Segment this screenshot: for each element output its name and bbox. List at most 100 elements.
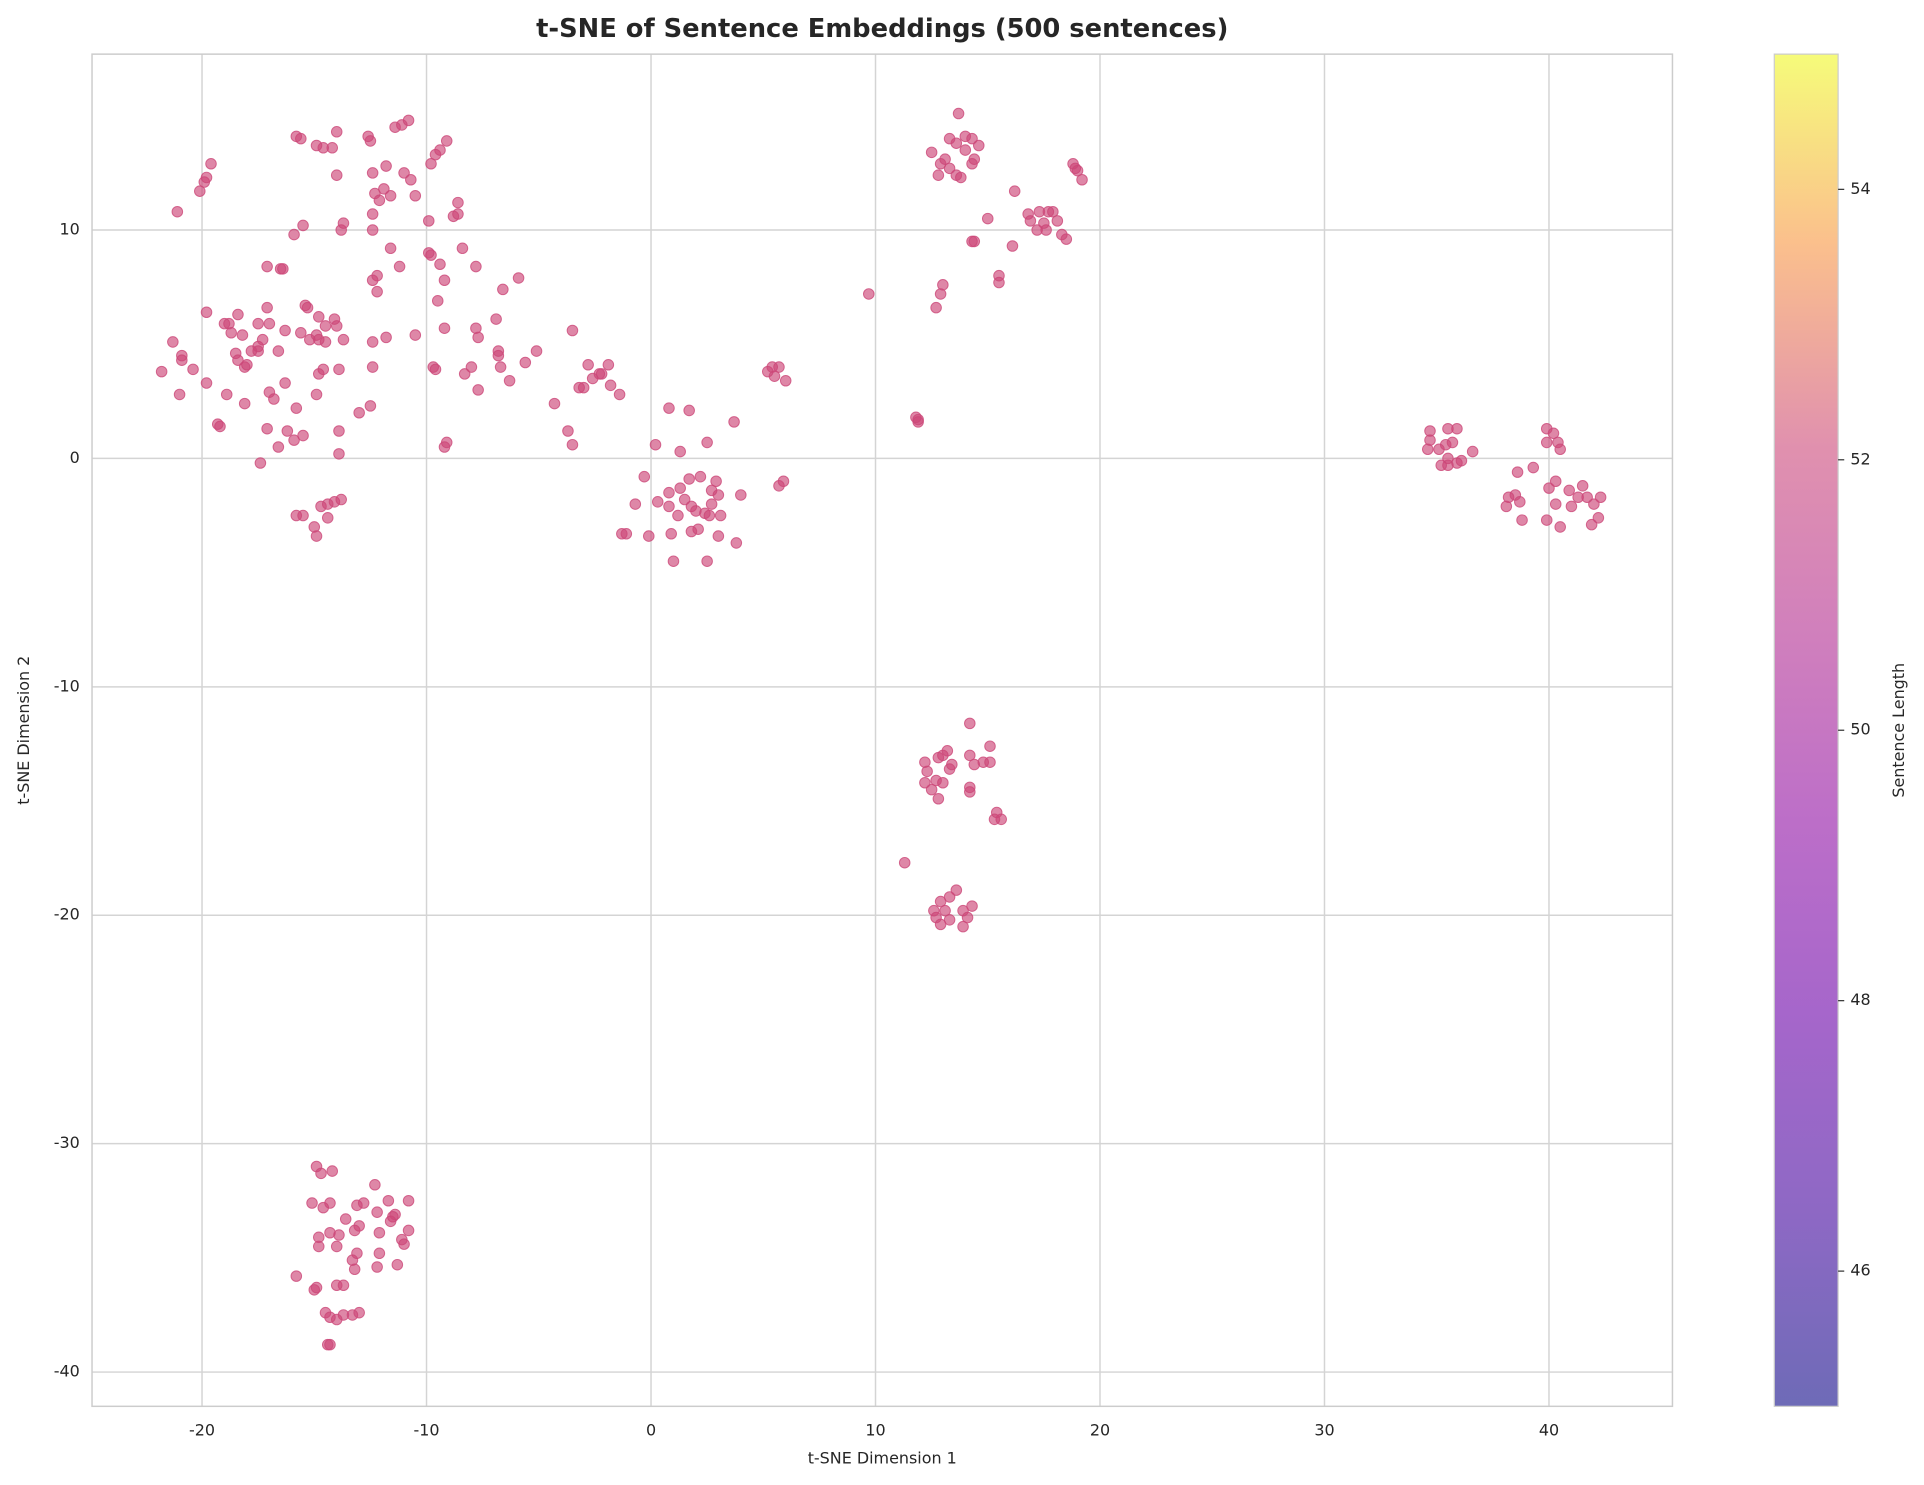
point xyxy=(710,475,722,488)
point xyxy=(373,1226,386,1239)
point xyxy=(281,425,294,437)
point xyxy=(512,272,525,284)
point xyxy=(1592,512,1605,524)
point xyxy=(925,783,938,796)
point xyxy=(1581,491,1593,504)
point xyxy=(364,135,377,147)
point xyxy=(214,420,226,433)
point xyxy=(1421,443,1434,456)
point xyxy=(200,377,213,389)
point xyxy=(766,361,779,373)
point xyxy=(943,891,956,903)
point xyxy=(290,1270,303,1282)
point xyxy=(694,470,707,483)
point xyxy=(988,813,1001,826)
point xyxy=(620,528,633,540)
point xyxy=(312,311,325,323)
point xyxy=(456,242,469,255)
point xyxy=(981,212,994,225)
point xyxy=(1466,445,1479,458)
point xyxy=(497,283,509,296)
point xyxy=(378,183,390,195)
point xyxy=(683,473,695,485)
y-tick-label: -40 xyxy=(54,1362,80,1381)
point xyxy=(925,146,938,159)
point xyxy=(241,359,253,371)
point xyxy=(921,765,933,778)
point xyxy=(703,509,716,522)
point xyxy=(1071,164,1084,177)
point xyxy=(777,475,790,488)
point xyxy=(629,498,642,510)
point xyxy=(393,260,406,273)
plot-frame xyxy=(91,53,1674,1408)
point xyxy=(333,448,345,460)
point xyxy=(299,299,312,312)
point xyxy=(503,374,516,387)
point xyxy=(519,356,532,369)
point xyxy=(440,135,453,147)
point xyxy=(330,1240,343,1253)
point xyxy=(939,904,951,917)
point xyxy=(333,363,345,376)
point xyxy=(220,388,233,401)
point xyxy=(1455,454,1468,467)
point xyxy=(930,301,942,314)
point xyxy=(566,324,579,337)
point xyxy=(1442,459,1454,472)
point xyxy=(663,486,675,499)
point xyxy=(176,354,188,366)
point xyxy=(957,920,969,933)
point xyxy=(297,429,309,442)
point xyxy=(1549,475,1562,488)
point xyxy=(317,1201,330,1214)
point xyxy=(952,107,965,120)
point xyxy=(402,1224,415,1237)
colorbar xyxy=(1773,53,1839,1407)
y-tick-label: 10 xyxy=(59,220,79,239)
point xyxy=(1547,427,1560,440)
point xyxy=(964,717,976,730)
point xyxy=(384,1215,397,1228)
point xyxy=(961,911,974,924)
point xyxy=(423,215,435,227)
point xyxy=(1024,215,1037,227)
point xyxy=(272,345,285,357)
point xyxy=(200,171,213,184)
point xyxy=(562,425,574,437)
point xyxy=(335,224,347,236)
point xyxy=(326,142,339,154)
point xyxy=(371,1206,383,1218)
point xyxy=(288,228,300,241)
point xyxy=(1446,436,1459,449)
point xyxy=(333,1229,345,1241)
point xyxy=(438,441,451,453)
point xyxy=(674,445,686,458)
point xyxy=(674,482,686,494)
point xyxy=(1549,498,1562,510)
point xyxy=(319,336,332,348)
point xyxy=(968,235,981,248)
x-tick-label: 40 xyxy=(1539,1420,1559,1439)
point xyxy=(261,301,273,314)
point xyxy=(984,756,996,768)
colorbar-tick-label: 54 xyxy=(1850,179,1870,198)
colorbar-tick-label: 52 xyxy=(1850,449,1870,468)
point xyxy=(1540,514,1553,526)
point xyxy=(398,1238,410,1250)
point xyxy=(297,219,309,232)
point xyxy=(577,381,590,394)
x-tick-label: -20 xyxy=(189,1420,215,1439)
point xyxy=(1576,480,1589,492)
point xyxy=(272,441,285,453)
point xyxy=(326,1165,339,1177)
point xyxy=(438,322,451,334)
point xyxy=(312,1240,325,1253)
point xyxy=(337,333,350,346)
x-tick-label: 30 xyxy=(1314,1420,1334,1439)
point xyxy=(955,171,967,184)
point xyxy=(1565,500,1578,513)
point xyxy=(602,359,615,371)
point xyxy=(232,308,244,321)
